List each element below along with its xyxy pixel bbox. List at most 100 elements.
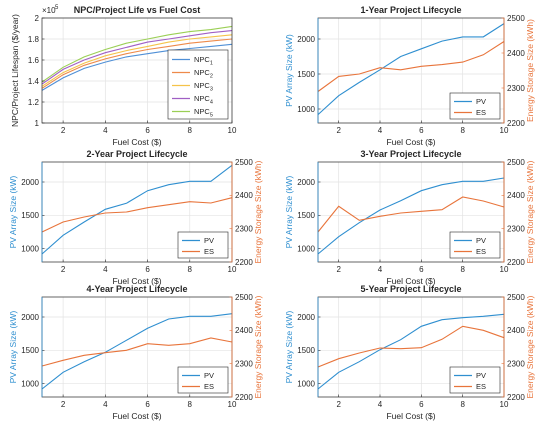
y-axis-label-right: Energy Storage Size (kWh) xyxy=(253,295,263,398)
y-tick-label-right: 2400 xyxy=(507,49,525,58)
legend: PV ES xyxy=(449,366,501,394)
legend-box xyxy=(177,366,229,394)
x-tick-label: 2 xyxy=(336,265,341,274)
y-tick-label: 1500 xyxy=(297,211,315,220)
legend-label-name: NPC xyxy=(194,81,210,90)
legend-label-name: PV xyxy=(476,371,486,380)
chart-npc-vs-fuel-cost: 2 4 6 8 10 1 1.2 1.4 1.6 1.8 2 NPC/Project Life vs … xyxy=(10,5,237,147)
y-axis-label: PV Array Size (kW) xyxy=(284,175,294,248)
x-axis-label: Fuel Cost ($) xyxy=(112,276,161,286)
y-tick-label: 1000 xyxy=(21,379,39,388)
y-tick-label-right: 2200 xyxy=(235,393,253,402)
y-tick-label-right: 2300 xyxy=(235,359,253,368)
series-line-pv xyxy=(317,177,505,255)
legend-label-name: NPC xyxy=(194,94,210,103)
x-tick-label: 2 xyxy=(336,126,341,135)
x-tick-label: 4 xyxy=(378,126,383,135)
chart-2-year-lifecycle: 2 4 6 8 10 1000 1500 2000 2200 2300 2400 2500 2-Year… xyxy=(8,149,263,286)
legend-label-name: ES xyxy=(476,382,486,391)
x-tick-label: 8 xyxy=(188,265,193,274)
y-tick-label-right: 2400 xyxy=(235,326,253,335)
legend-label: ES xyxy=(204,382,214,391)
legend-label: PV xyxy=(204,236,214,245)
y-tick-label: 2000 xyxy=(297,313,315,322)
legend-label-name: PV xyxy=(476,97,486,106)
y-tick-label: 2 xyxy=(35,14,40,23)
legend-label: NPC3 xyxy=(194,81,213,93)
y-axis-label: PV Array Size (kW) xyxy=(8,175,18,248)
y-tick-label-right: 2300 xyxy=(507,359,525,368)
chart-title: 3-Year Project Lifecycle xyxy=(360,149,461,159)
legend-label: ES xyxy=(476,247,486,256)
y-tick-label-right: 2200 xyxy=(235,258,253,267)
series-line-npc3 xyxy=(41,34,233,87)
legend-label-subscript: 2 xyxy=(210,74,213,80)
axes-box xyxy=(41,17,233,124)
chart-title: 4-Year Project Lifecycle xyxy=(86,284,187,294)
x-tick-label: 10 xyxy=(228,265,237,274)
legend-label: ES xyxy=(476,382,486,391)
y-tick-label: 2000 xyxy=(297,35,315,44)
legend-label-name: PV xyxy=(204,371,214,380)
x-tick-label: 2 xyxy=(61,265,66,274)
y-tick-label: 2000 xyxy=(21,178,39,187)
y-tick-label: 1500 xyxy=(21,346,39,355)
x-tick-label: 10 xyxy=(500,265,509,274)
x-tick-label: 10 xyxy=(228,400,237,409)
chart-3-year-lifecycle: 2 4 6 8 10 1000 1500 2000 2200 2300 2400 2500 3-Year… xyxy=(284,149,535,286)
x-tick-label: 6 xyxy=(419,400,424,409)
y-tick-label: 2000 xyxy=(297,178,315,187)
legend-box xyxy=(449,366,501,394)
y-tick-label-right: 2500 xyxy=(507,293,525,302)
series-line-es xyxy=(317,41,505,92)
x-tick-label: 6 xyxy=(145,265,150,274)
y-tick-label: 1000 xyxy=(297,105,315,114)
y-tick-label: 1500 xyxy=(297,346,315,355)
legend-label: ES xyxy=(476,108,486,117)
series-line-es xyxy=(317,325,505,368)
x-tick-label: 2 xyxy=(61,400,66,409)
legend-label-subscript: 5 xyxy=(210,113,213,119)
legend-label: PV xyxy=(476,236,486,245)
x-tick-label: 4 xyxy=(103,265,108,274)
y-tick-label: 1000 xyxy=(21,244,39,253)
chart-1-year-lifecycle: 2 4 6 8 10 1000 1500 2000 2200 2300 2400 2500 1-Year… xyxy=(284,5,535,147)
legend: PV ES xyxy=(449,231,501,259)
y-axis-label-right: Energy Storage Size (kWh) xyxy=(525,19,535,122)
y-tick-label: 1500 xyxy=(297,70,315,79)
y-tick-label: 1 xyxy=(35,119,40,128)
y-tick-label-right: 2300 xyxy=(507,84,525,93)
legend: PV ES xyxy=(449,92,501,120)
series-line-pv xyxy=(41,164,233,255)
y-tick-label-right: 2400 xyxy=(507,326,525,335)
series-line-npc1 xyxy=(41,43,233,91)
legend-label-name: ES xyxy=(204,382,214,391)
y-tick-label: 1500 xyxy=(21,211,39,220)
legend-label-subscript: 4 xyxy=(210,100,213,106)
y-axis-label-right: Energy Storage Size (kWh) xyxy=(253,160,263,263)
legend-label: NPC2 xyxy=(194,68,213,80)
x-tick-label: 6 xyxy=(419,265,424,274)
legend-label-name: NPC xyxy=(194,107,210,116)
legend-label: PV xyxy=(204,371,214,380)
x-tick-label: 6 xyxy=(419,126,424,135)
x-tick-label: 10 xyxy=(500,400,509,409)
chart-title: 5-Year Project Lifecycle xyxy=(360,284,461,294)
y-tick-label-right: 2400 xyxy=(507,191,525,200)
x-tick-label: 6 xyxy=(145,400,150,409)
x-tick-label: 4 xyxy=(378,265,383,274)
y-tick-label-right: 2300 xyxy=(235,224,253,233)
legend-label-name: PV xyxy=(476,236,486,245)
legend: PV ES xyxy=(177,231,229,259)
legend-label-name: ES xyxy=(204,247,214,256)
legend-label: PV xyxy=(476,97,486,106)
x-tick-label: 8 xyxy=(460,265,465,274)
legend-label-subscript: 1 xyxy=(210,61,213,67)
y-tick-label-right: 2200 xyxy=(507,119,525,128)
y-tick-label: 1.6 xyxy=(28,56,40,65)
y-tick-label-right: 2500 xyxy=(235,158,253,167)
y-tick-label: 1000 xyxy=(297,244,315,253)
y-tick-label: 1.8 xyxy=(28,35,40,44)
